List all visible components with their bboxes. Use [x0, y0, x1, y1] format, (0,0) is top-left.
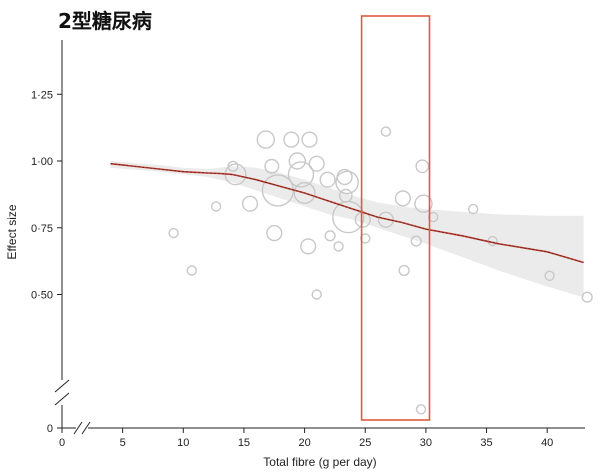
study-bubble	[544, 270, 555, 281]
study-bubble	[256, 130, 275, 149]
study-bubble	[311, 289, 322, 300]
study-bubble	[210, 201, 222, 212]
study-bubble	[287, 161, 315, 188]
study-bubble	[319, 171, 336, 188]
study-bubble	[394, 190, 412, 207]
x-tick-label: 40	[541, 437, 553, 449]
x-axis-break-mark-b	[81, 421, 91, 435]
x-axis-break-mark-a	[73, 421, 83, 435]
study-bubble	[293, 181, 316, 204]
y-tick-label: 0·75	[31, 223, 53, 235]
study-bubble	[581, 291, 593, 303]
x-tick-label: 5	[120, 437, 126, 449]
trend-layer	[110, 162, 584, 264]
y-axis-break-mark-a	[54, 379, 70, 393]
trend-line-dashes	[110, 163, 584, 263]
study-bubble	[266, 225, 283, 242]
y-tick-label: 0	[47, 423, 53, 435]
study-bubble	[324, 230, 336, 242]
study-bubble	[414, 194, 433, 213]
x-tick-label: 10	[177, 437, 189, 449]
study-bubble	[415, 159, 430, 174]
y-tick-label: 1·25	[31, 89, 53, 101]
axes: 051015202530354045 00·500·751·001·25 Tot…	[5, 40, 585, 469]
x-axis-label: Total fibre (g per day)	[263, 455, 376, 469]
x-tick-label: 20	[298, 437, 310, 449]
y-axis-break-mark-b	[54, 392, 70, 406]
study-bubble	[300, 238, 317, 255]
study-bubble	[428, 211, 439, 223]
chart-title: 2型糖尿病	[58, 9, 152, 33]
y-axis-label: Effect size	[5, 204, 19, 259]
x-tick-label: 25	[359, 437, 371, 449]
study-bubble	[308, 155, 325, 172]
study-bubble	[264, 158, 280, 174]
study-bubble	[377, 211, 395, 228]
study-bubble	[332, 200, 365, 234]
x-tick-label: 35	[480, 437, 492, 449]
highlight-layer	[360, 15, 431, 421]
study-bubble	[241, 195, 259, 212]
x-tick-label: 30	[420, 437, 432, 449]
study-bubble	[301, 131, 318, 148]
study-bubble	[168, 227, 179, 239]
study-bubble	[380, 126, 392, 137]
highlight-range-box	[360, 15, 431, 421]
study-bubble	[410, 235, 422, 247]
study-bubble	[335, 170, 359, 195]
confidence-band-layer	[110, 161, 584, 298]
study-bubble	[468, 203, 479, 215]
x-tick-label: 15	[238, 437, 250, 449]
x-ticks: 051015202530354045	[59, 428, 553, 449]
study-bubble	[360, 233, 371, 244]
study-bubble	[186, 265, 198, 276]
y-tick-label: 1·00	[31, 156, 53, 168]
study-bubble	[288, 152, 306, 170]
y-tick-label: 0·50	[31, 290, 53, 302]
confidence-band	[110, 161, 584, 298]
study-bubble	[415, 404, 427, 415]
study-bubble	[333, 241, 344, 252]
x-tick-label: 0	[59, 437, 65, 449]
study-bubble	[398, 264, 410, 277]
y-ticks: 0 0·50 0·75 1·00 1·25	[31, 89, 62, 435]
study-bubble	[283, 131, 300, 148]
